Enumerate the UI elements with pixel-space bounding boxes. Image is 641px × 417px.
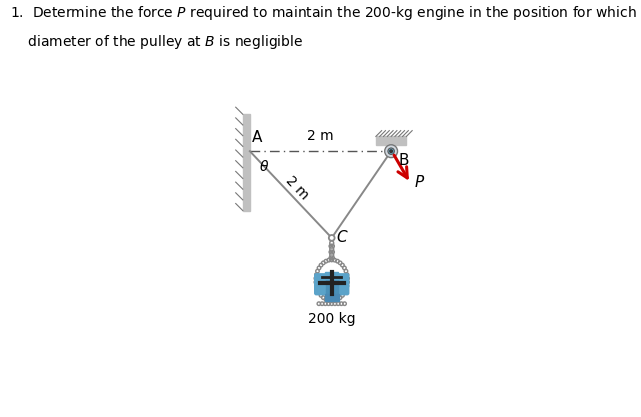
FancyBboxPatch shape [315,274,330,295]
Bar [324,294,339,301]
Text: $\theta$: $\theta$ [259,159,269,174]
Text: $P$: $P$ [414,174,426,190]
Text: 1.  Determine the force $P$ required to maintain the 200-kg engine in the positi: 1. Determine the force $P$ required to m… [10,4,641,22]
Circle shape [390,150,392,153]
Text: 200 kg: 200 kg [308,312,356,327]
FancyBboxPatch shape [333,274,349,295]
Text: 2 m: 2 m [283,174,312,203]
Circle shape [329,235,335,241]
Circle shape [385,145,397,158]
Text: B: B [398,153,409,168]
Circle shape [388,148,394,154]
Text: 2 m: 2 m [307,129,334,143]
Bar [326,278,338,295]
Bar [243,114,250,211]
Text: C: C [337,230,347,245]
Text: A: A [251,131,262,146]
Bar [376,136,406,146]
Bar [325,271,338,279]
Text: diameter of the pulley at $B$ is negligible: diameter of the pulley at $B$ is negligi… [10,33,303,51]
